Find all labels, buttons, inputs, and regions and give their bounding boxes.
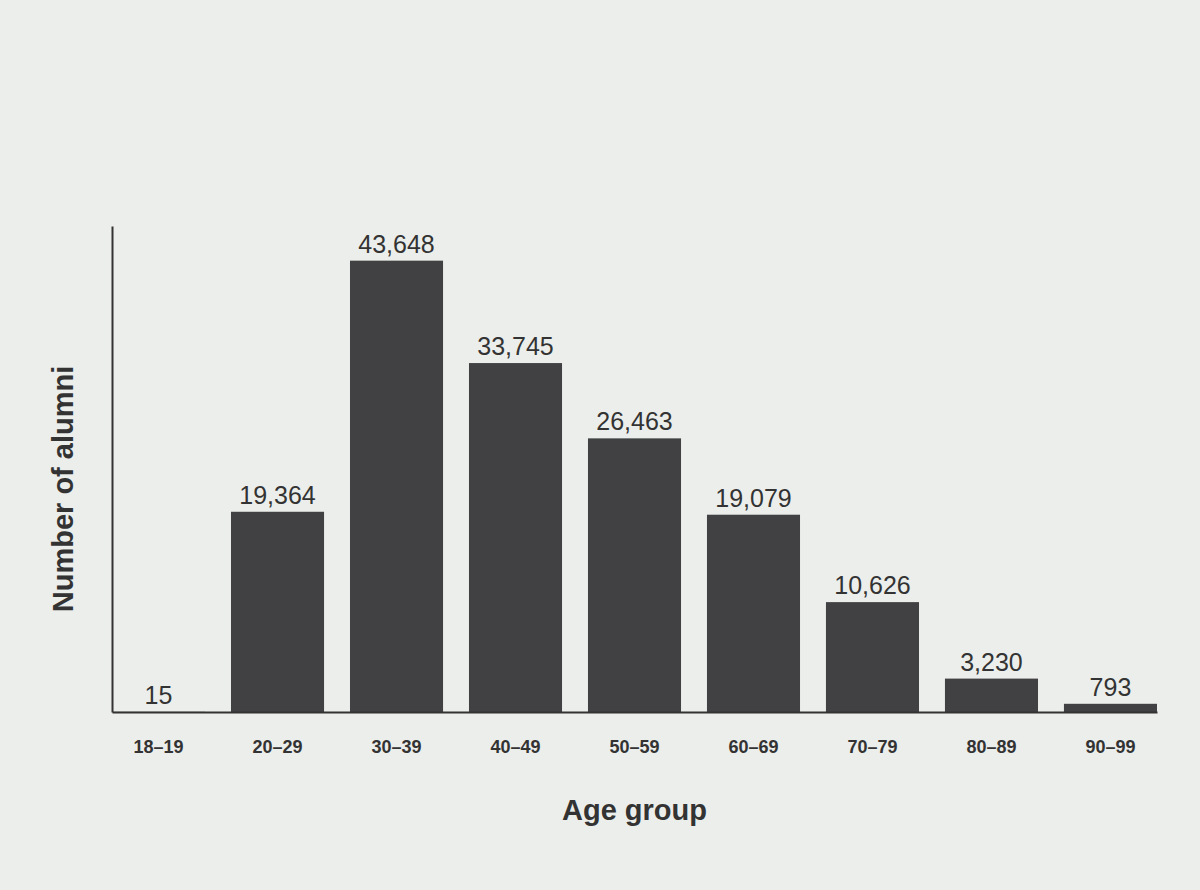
data-label: 43,648 [358, 230, 434, 258]
data-label: 19,079 [715, 484, 791, 512]
bar [945, 679, 1038, 712]
background [0, 0, 1200, 890]
y-axis [112, 227, 113, 713]
bar [469, 363, 562, 712]
y-axis-title: Number of alumni [47, 366, 79, 613]
data-label: 26,463 [596, 407, 672, 435]
x-tick-label: 18–19 [133, 737, 183, 757]
data-label: 19,364 [239, 481, 316, 509]
x-tick: 60–69 [728, 737, 778, 757]
bars [112, 261, 1157, 712]
x-tick-label: 40–49 [490, 737, 540, 757]
x-tick-label: 90–99 [1085, 737, 1135, 757]
x-tick-label: 50–59 [609, 737, 659, 757]
data-label: 10,626 [834, 571, 910, 599]
x-tick-label: 30–39 [371, 737, 421, 757]
data-label: 33,745 [477, 332, 553, 360]
bar [350, 261, 443, 712]
x-tick-label: 60–69 [728, 737, 778, 757]
chart: 15 19,364 43,648 33,745 26,463 19,079 10,626 3,… [0, 0, 1200, 890]
x-tick: 20–29 [252, 737, 302, 757]
data-labels: 15 19,364 43,648 33,745 26,463 19,079 10,626 3,… [145, 230, 1132, 709]
x-axis-title: Age group [562, 794, 707, 826]
bar [231, 512, 324, 712]
x-tick: 50–59 [609, 737, 659, 757]
bar [1064, 704, 1157, 712]
x-tick: 70–79 [847, 737, 897, 757]
x-axis: 18–19 20–29 30–39 40–49 50–59 60–69 70–79 80–89… [113, 713, 1158, 757]
x-tick: 30–39 [371, 737, 421, 757]
x-tick: 80–89 [966, 737, 1016, 757]
x-tick-label: 70–79 [847, 737, 897, 757]
x-axis-line [113, 712, 1158, 714]
bar [826, 602, 919, 712]
y-axis-line [112, 227, 114, 713]
x-tick: 18–19 [133, 737, 183, 757]
data-label: 3,230 [960, 648, 1023, 676]
data-label: 793 [1090, 673, 1132, 701]
x-tick-label: 20–29 [252, 737, 302, 757]
bar [588, 438, 681, 712]
data-label: 15 [145, 681, 173, 709]
x-tick: 40–49 [490, 737, 540, 757]
x-tick-label: 80–89 [966, 737, 1016, 757]
x-tick: 90–99 [1085, 737, 1135, 757]
bar [707, 515, 800, 712]
